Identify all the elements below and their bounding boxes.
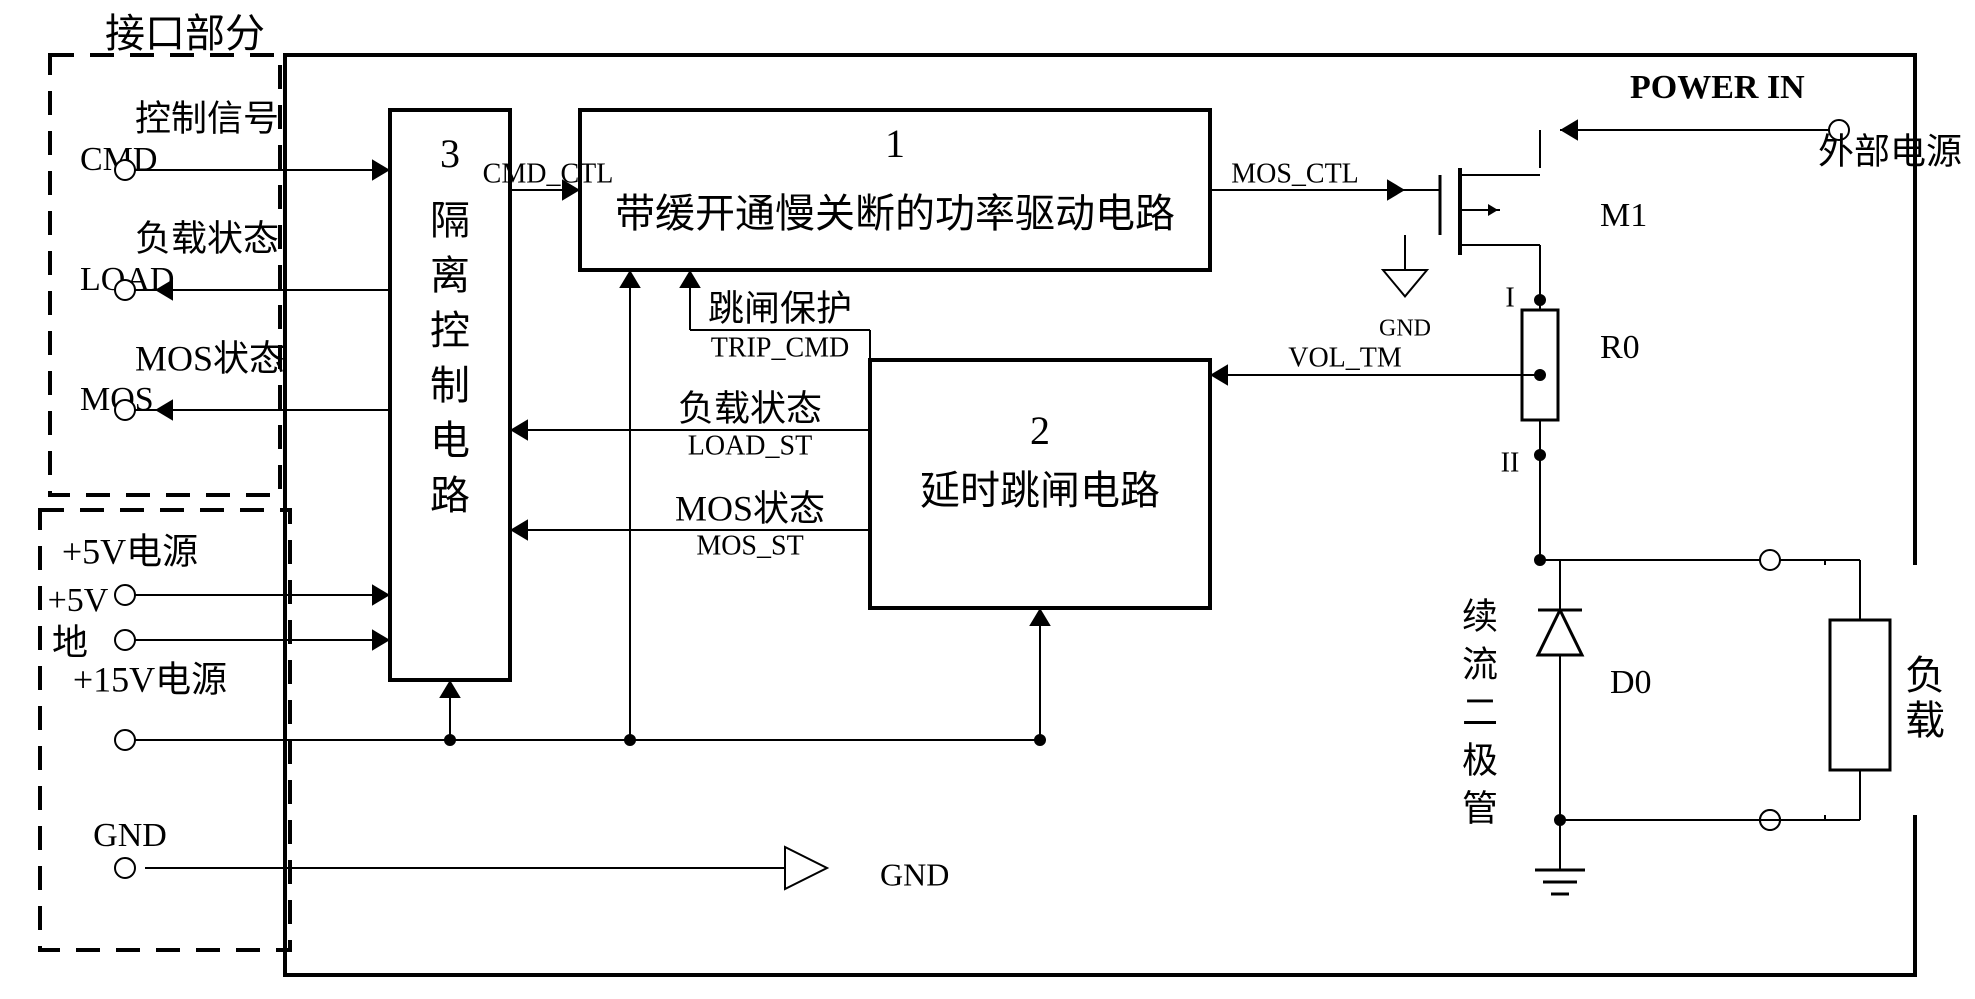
signal-trip-cjk: 跳闸保护 [708,288,852,328]
pin-top-cjk-0: 控制信号 [135,98,279,138]
node-I-label: I [1505,282,1514,313]
diode-d0-icon [1538,610,1582,655]
signal-mos-st-latin: MOS_ST [696,530,803,561]
freewheel-diode-char: 二 [1462,692,1498,732]
signal-vol-tm: VOL_TM [1288,342,1402,373]
pin-top-cjk-2: MOS状态 [135,338,285,378]
external-power-label: 外部电源 [1818,131,1962,171]
block-3-title-char: 隔 [430,198,470,243]
pin-5v-label: +5V电源 [62,531,198,571]
node-II-label: II [1501,447,1520,478]
resistor-r0-label: R0 [1600,329,1640,366]
block-3-title-char: 电 [430,418,470,463]
load-label-char1: 负 [1905,653,1945,698]
gnd-triangle-icon [785,847,827,889]
freewheel-diode-char: 管 [1462,788,1498,828]
mosfet-gnd-icon [1383,270,1427,296]
block-3-title-char: 离 [430,253,470,298]
pin-ground-label: 地 [52,622,88,662]
block-3-title-char: 制 [430,363,470,408]
block-3-title-char: 控 [430,308,470,353]
block-3-title-char: 路 [430,473,470,518]
signal-trip-latin: TRIP_CMD [711,332,849,363]
mosfet-m1-label: M1 [1600,197,1647,234]
signal-mos-ctl: MOS_CTL [1231,158,1359,189]
block-1-title: 带缓开通慢关断的功率驱动电路 [615,191,1175,236]
signal-load-latin: LOAD_ST [688,430,812,461]
freewheel-diode-char: 流 [1462,644,1498,684]
freewheel-diode-char: 续 [1462,596,1498,636]
signal-load-cjk: 负载状态 [678,388,822,428]
block-1-id: 1 [885,121,905,166]
interface-section-label: 接口部分 [105,11,265,56]
block-2-id: 2 [1030,408,1050,453]
mosfet-gnd-label: GND [1379,316,1431,342]
pin-top-cjk-1: 负载状态 [135,218,279,258]
diode-d0-label: D0 [1610,664,1652,701]
signal-mos-st-cjk: MOS状态 [675,488,825,528]
pin-gnd-label: GND [93,817,167,854]
power-in-label: POWER IN [1630,69,1805,106]
load-label-char2: 载 [1905,698,1945,743]
resistor-r0 [1522,310,1558,420]
pin-15v-label: +15V电源 [73,659,227,699]
pin-5v-latin: +5V [48,582,109,619]
gnd-inner-label: GND [880,856,949,892]
freewheel-diode-char: 极 [1462,740,1498,780]
signal-cmd-ctl: CMD_CTL [483,158,614,189]
block-2-title: 延时跳闸电路 [920,468,1160,513]
block-3-id: 3 [440,131,460,176]
interface-bottom-dashed [40,510,290,950]
